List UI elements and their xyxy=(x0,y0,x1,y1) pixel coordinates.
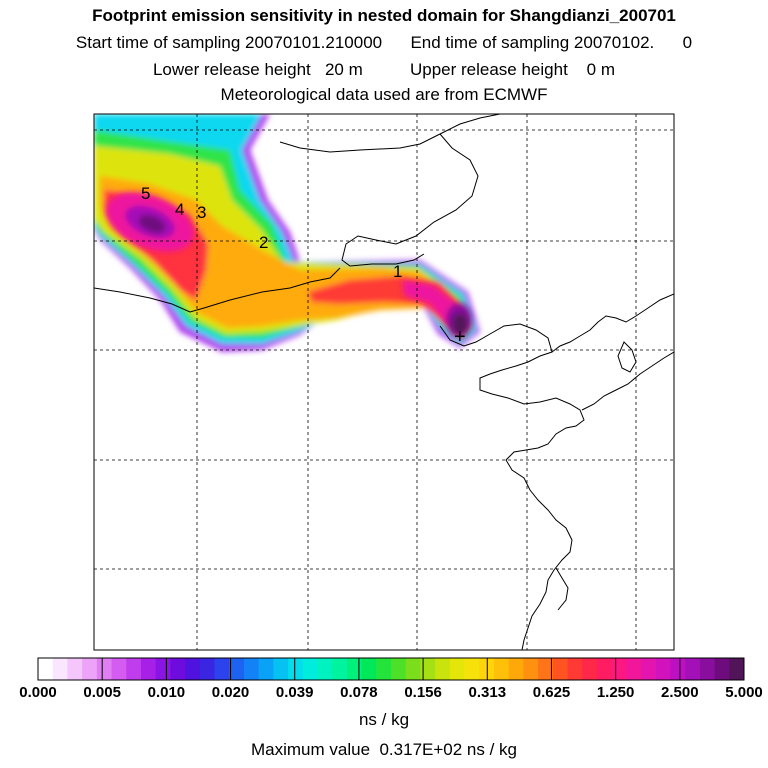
colorbar-cell xyxy=(199,658,215,680)
colorbar-cells xyxy=(38,658,745,680)
colorbar-cell xyxy=(391,658,407,680)
colorbar-cell xyxy=(96,658,112,680)
meteorological-data-line: Meteorological data used are from ECMWF xyxy=(220,85,548,104)
day-marker-4: 4 xyxy=(175,200,184,219)
colorbar-cell xyxy=(582,658,598,680)
colorbar-frame xyxy=(37,657,745,681)
colorbar-tick-label: 5.000 xyxy=(725,684,763,701)
colorbar-tick-label: 1.250 xyxy=(596,684,635,701)
colorbar-cell xyxy=(508,658,524,680)
colorbar-cell xyxy=(714,658,730,680)
colorbar-cell xyxy=(126,658,142,680)
colorbar-tick-label: 0.156 xyxy=(404,684,442,701)
colorbar-cell xyxy=(332,658,348,680)
colorbar-cell xyxy=(111,658,127,680)
colorbar-cell xyxy=(82,658,98,680)
colorbar-tick-label: 2.500 xyxy=(661,684,699,701)
colorbar-cell xyxy=(552,658,568,680)
colorbar-cell xyxy=(302,658,318,680)
colorbar-cell xyxy=(170,658,186,680)
colorbar-cell xyxy=(449,658,465,680)
colorbar-tick-label: 0.625 xyxy=(532,684,571,701)
colorbar-cell xyxy=(405,658,421,680)
colorbar-cell xyxy=(464,658,480,680)
map-frame xyxy=(93,113,675,651)
colorbar-tick-label: 0.020 xyxy=(211,684,250,701)
colorbar-cell xyxy=(655,658,671,680)
colorbar-cell xyxy=(685,658,701,680)
colorbar-cell xyxy=(641,658,657,680)
colorbar-cell xyxy=(435,658,451,680)
colorbar-cell xyxy=(317,658,333,680)
colorbar-cell xyxy=(596,658,613,680)
colorbar-tick-label: 0.313 xyxy=(468,684,507,701)
colorbar-cell xyxy=(626,658,642,680)
colorbar-cell xyxy=(185,658,201,680)
colorbar-cell xyxy=(729,658,745,680)
colorbar-cell xyxy=(140,658,157,680)
colorbar-cell xyxy=(376,658,392,680)
day-marker-3: 3 xyxy=(197,203,206,222)
colorbar-cell xyxy=(523,658,539,680)
sampling-time-line: Start time of sampling 20070101.210000 E… xyxy=(75,33,693,52)
plot-title: Footprint emission sensitivity in nested… xyxy=(92,6,676,25)
colorbar-cell xyxy=(670,658,686,680)
day-markers: 1 2 3 4 5 xyxy=(141,184,402,281)
colorbar-tick-label: 0.078 xyxy=(340,684,378,701)
colorbar-cell xyxy=(52,658,68,680)
colorbar-cell xyxy=(273,658,289,680)
day-marker-5: 5 xyxy=(141,184,150,203)
colorbar-cell xyxy=(67,658,83,680)
lat-lon-grid xyxy=(94,114,674,650)
day-marker-1: 1 xyxy=(393,262,402,281)
colorbar-cell xyxy=(288,658,304,680)
colorbar-cell xyxy=(420,658,436,680)
colorbar-tick-label: 0.039 xyxy=(275,684,314,701)
colorbar-cell xyxy=(258,658,274,680)
release-height-line: Lower release height 20 m Upper release … xyxy=(152,60,616,79)
receptor-marker: + xyxy=(454,326,466,348)
plume-core-west-dark xyxy=(138,214,166,234)
colorbar-cell xyxy=(611,658,627,680)
maximum-value-text: Maximum value 0.317E+02 ns / kg xyxy=(251,740,517,759)
colorbar-cell xyxy=(155,658,171,680)
coastlines xyxy=(94,114,674,650)
colorbar-tick-label: 0.005 xyxy=(83,684,121,701)
colorbar-cell xyxy=(699,658,715,680)
colorbar-cell xyxy=(567,658,583,680)
colorbar-cell xyxy=(229,658,245,680)
colorbar-cell xyxy=(38,658,54,680)
colorbar-cell xyxy=(346,658,362,680)
colorbar-tick-label: 0.000 xyxy=(19,684,57,701)
emission-sensitivity-field xyxy=(94,114,480,352)
colorbar-cell xyxy=(243,658,260,680)
colorbar-cell xyxy=(214,658,230,680)
colorbar-units: ns / kg xyxy=(358,710,410,729)
colorbar-cell xyxy=(361,658,377,680)
colorbar-tick-label: 0.010 xyxy=(147,684,186,701)
day-marker-2: 2 xyxy=(259,233,268,252)
colorbar-cell xyxy=(493,658,510,680)
colorbar-cell xyxy=(538,658,554,680)
plume-core-east-dark xyxy=(452,313,468,335)
